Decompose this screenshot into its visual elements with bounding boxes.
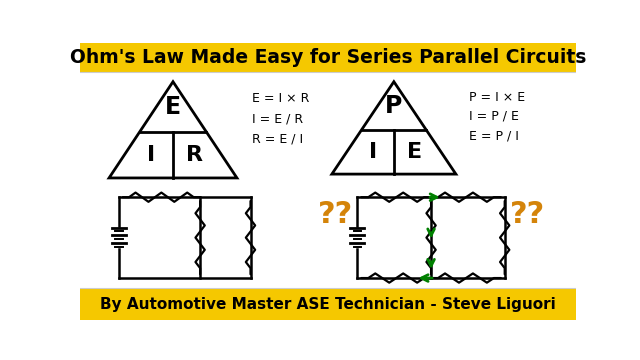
Text: R = E / I: R = E / I [252, 132, 303, 145]
Text: P = I × E: P = I × E [469, 91, 525, 104]
Text: I: I [369, 142, 377, 162]
Text: I = P / E: I = P / E [469, 110, 519, 123]
Text: ??: ?? [318, 200, 353, 229]
Text: P: P [385, 94, 403, 118]
Text: E = I × R: E = I × R [252, 92, 309, 105]
Text: E: E [165, 95, 181, 119]
Text: E = P / I: E = P / I [469, 129, 519, 142]
Bar [80, 43, 576, 72]
Text: R: R [186, 145, 204, 165]
Bar [80, 288, 576, 320]
Text: E: E [408, 142, 422, 162]
Text: ??: ?? [510, 200, 545, 229]
Text: I: I [147, 145, 156, 165]
Text: I = E / R: I = E / R [252, 112, 303, 125]
Text: Ohm's Law Made Easy for Series Parallel Circuits: Ohm's Law Made Easy for Series Parallel … [70, 48, 586, 67]
Text: By Automotive Master ASE Technician - Steve Liguori: By Automotive Master ASE Technician - St… [100, 297, 556, 312]
